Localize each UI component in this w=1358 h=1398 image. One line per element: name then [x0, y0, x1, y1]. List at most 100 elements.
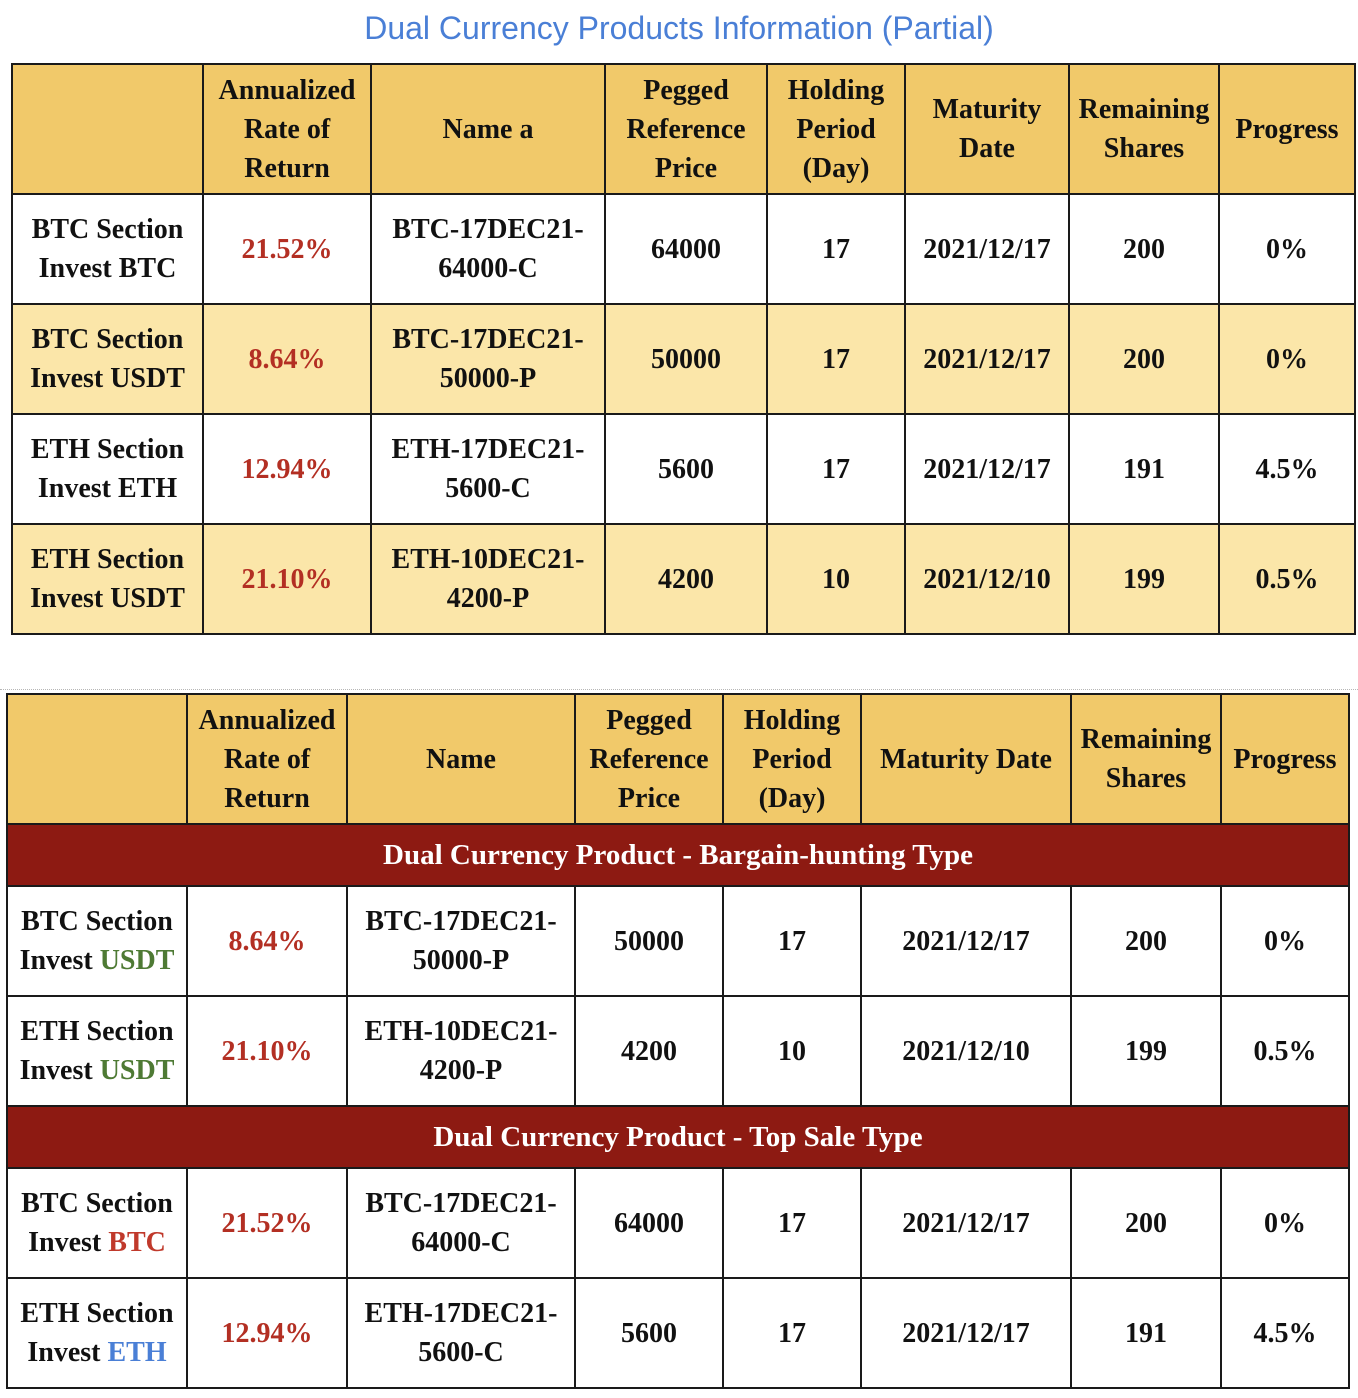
period-cell: 17: [766, 193, 906, 305]
shares-cell: 199: [1070, 995, 1222, 1107]
progress-cell: 4.5%: [1220, 1277, 1350, 1389]
shares-cell: 199: [1068, 523, 1220, 635]
period-cell: 17: [722, 1277, 862, 1389]
table-header-row: Annualized Rate of Return Name Pegged Re…: [6, 693, 1350, 825]
period-cell: 17: [766, 413, 906, 525]
price-cell: 64000: [574, 1167, 724, 1279]
maturity-cell: 2021/12/17: [860, 1277, 1072, 1389]
period-cell: 17: [722, 885, 862, 997]
header-progress: Progress: [1220, 693, 1350, 825]
period-cell: 17: [766, 303, 906, 415]
maturity-cell: 2021/12/17: [860, 885, 1072, 997]
rate-cell: 8.64%: [202, 303, 372, 415]
shares-cell: 200: [1070, 1167, 1222, 1279]
table-row: ETH Section Invest ETH 12.94% ETH-17DEC21…: [6, 1277, 1350, 1389]
header-rate: Annualized Rate of Return: [186, 693, 348, 825]
price-cell: 5600: [604, 413, 768, 525]
progress-cell: 0.5%: [1218, 523, 1356, 635]
period-cell: 10: [766, 523, 906, 635]
period-cell: 10: [722, 995, 862, 1107]
header-shares: Remaining Shares: [1068, 63, 1220, 195]
rate-cell: 21.52%: [202, 193, 372, 305]
header-period: Holding Period (Day): [766, 63, 906, 195]
name-cell: ETH-17DEC21-5600-C: [370, 413, 606, 525]
header-price: Pegged Reference Price: [604, 63, 768, 195]
shares-cell: 200: [1070, 885, 1222, 997]
section-cell: BTC Section Invest BTC: [6, 1167, 188, 1279]
group-header-row: Dual Currency Product - Bargain-hunting …: [6, 823, 1350, 887]
divider: [0, 689, 1358, 690]
shares-cell: 191: [1068, 413, 1220, 525]
progress-cell: 0.5%: [1220, 995, 1350, 1107]
group-title: Dual Currency Product - Top Sale Type: [6, 1105, 1350, 1169]
header-section: [6, 693, 188, 825]
section-cell: ETH Section Invest ETH: [6, 1277, 188, 1389]
rate-cell: 21.10%: [202, 523, 372, 635]
table-row: ETH Section Invest USDT 21.10% ETH-10DEC2…: [6, 995, 1350, 1107]
header-shares: Remaining Shares: [1070, 693, 1222, 825]
group-title: Dual Currency Product - Bargain-hunting …: [6, 823, 1350, 887]
shares-cell: 200: [1068, 193, 1220, 305]
price-cell: 50000: [604, 303, 768, 415]
rate-cell: 21.10%: [186, 995, 348, 1107]
products-table-partial: Annualized Rate of Return Name a Pegged …: [11, 63, 1356, 635]
table-row: BTC Section Invest USDT 8.64% BTC-17DEC21…: [11, 303, 1356, 415]
progress-cell: 0%: [1218, 303, 1356, 415]
header-period: Holding Period (Day): [722, 693, 862, 825]
table-row: BTC Section Invest USDT 8.64% BTC-17DEC21…: [6, 885, 1350, 997]
name-cell: ETH-17DEC21-5600-C: [346, 1277, 576, 1389]
maturity-cell: 2021/12/17: [904, 303, 1070, 415]
section-cell: BTC Section Invest BTC: [11, 193, 204, 305]
name-cell: BTC-17DEC21-50000-P: [370, 303, 606, 415]
header-section: [11, 63, 204, 195]
header-rate: Annualized Rate of Return: [202, 63, 372, 195]
rate-cell: 12.94%: [186, 1277, 348, 1389]
progress-cell: 4.5%: [1218, 413, 1356, 525]
currency-label: USDT: [99, 945, 175, 976]
header-progress: Progress: [1218, 63, 1356, 195]
currency-label: ETH: [107, 1337, 167, 1368]
table-header-row: Annualized Rate of Return Name a Pegged …: [11, 63, 1356, 195]
section-cell: BTC Section Invest USDT: [6, 885, 188, 997]
header-name: Name: [346, 693, 576, 825]
section-cell: BTC Section Invest USDT: [11, 303, 204, 415]
maturity-cell: 2021/12/17: [860, 1167, 1072, 1279]
rate-cell: 8.64%: [186, 885, 348, 997]
price-cell: 4200: [604, 523, 768, 635]
header-name: Name a: [370, 63, 606, 195]
header-maturity: Maturity Date: [860, 693, 1072, 825]
progress-cell: 0%: [1220, 1167, 1350, 1279]
page-title: Dual Currency Products Information (Part…: [364, 10, 994, 46]
rate-cell: 12.94%: [202, 413, 372, 525]
maturity-cell: 2021/12/10: [904, 523, 1070, 635]
header-price: Pegged Reference Price: [574, 693, 724, 825]
name-cell: ETH-10DEC21-4200-P: [370, 523, 606, 635]
maturity-cell: 2021/12/17: [904, 413, 1070, 525]
period-cell: 17: [722, 1167, 862, 1279]
progress-cell: 0%: [1218, 193, 1356, 305]
name-cell: BTC-17DEC21-64000-C: [370, 193, 606, 305]
maturity-cell: 2021/12/17: [904, 193, 1070, 305]
shares-cell: 191: [1070, 1277, 1222, 1389]
table-row: ETH Section Invest ETH 12.94% ETH-17DEC21…: [11, 413, 1356, 525]
header-maturity: Maturity Date: [904, 63, 1070, 195]
rate-cell: 21.52%: [186, 1167, 348, 1279]
group-header-row: Dual Currency Product - Top Sale Type: [6, 1105, 1350, 1169]
table-row: BTC Section Invest BTC 21.52% BTC-17DEC21…: [6, 1167, 1350, 1279]
name-cell: BTC-17DEC21-50000-P: [346, 885, 576, 997]
section-cell: ETH Section Invest ETH: [11, 413, 204, 525]
price-cell: 4200: [574, 995, 724, 1107]
price-cell: 5600: [574, 1277, 724, 1389]
section-cell: ETH Section Invest USDT: [6, 995, 188, 1107]
table-row: BTC Section Invest BTC 21.52% BTC-17DEC21…: [11, 193, 1356, 305]
products-table-grouped: Annualized Rate of Return Name Pegged Re…: [6, 693, 1350, 1389]
currency-label: USDT: [99, 1055, 175, 1086]
price-cell: 50000: [574, 885, 724, 997]
table-row: ETH Section Invest USDT 21.10% ETH-10DEC2…: [11, 523, 1356, 635]
name-cell: ETH-10DEC21-4200-P: [346, 995, 576, 1107]
shares-cell: 200: [1068, 303, 1220, 415]
currency-label: BTC: [108, 1227, 166, 1258]
maturity-cell: 2021/12/10: [860, 995, 1072, 1107]
price-cell: 64000: [604, 193, 768, 305]
section-cell: ETH Section Invest USDT: [11, 523, 204, 635]
